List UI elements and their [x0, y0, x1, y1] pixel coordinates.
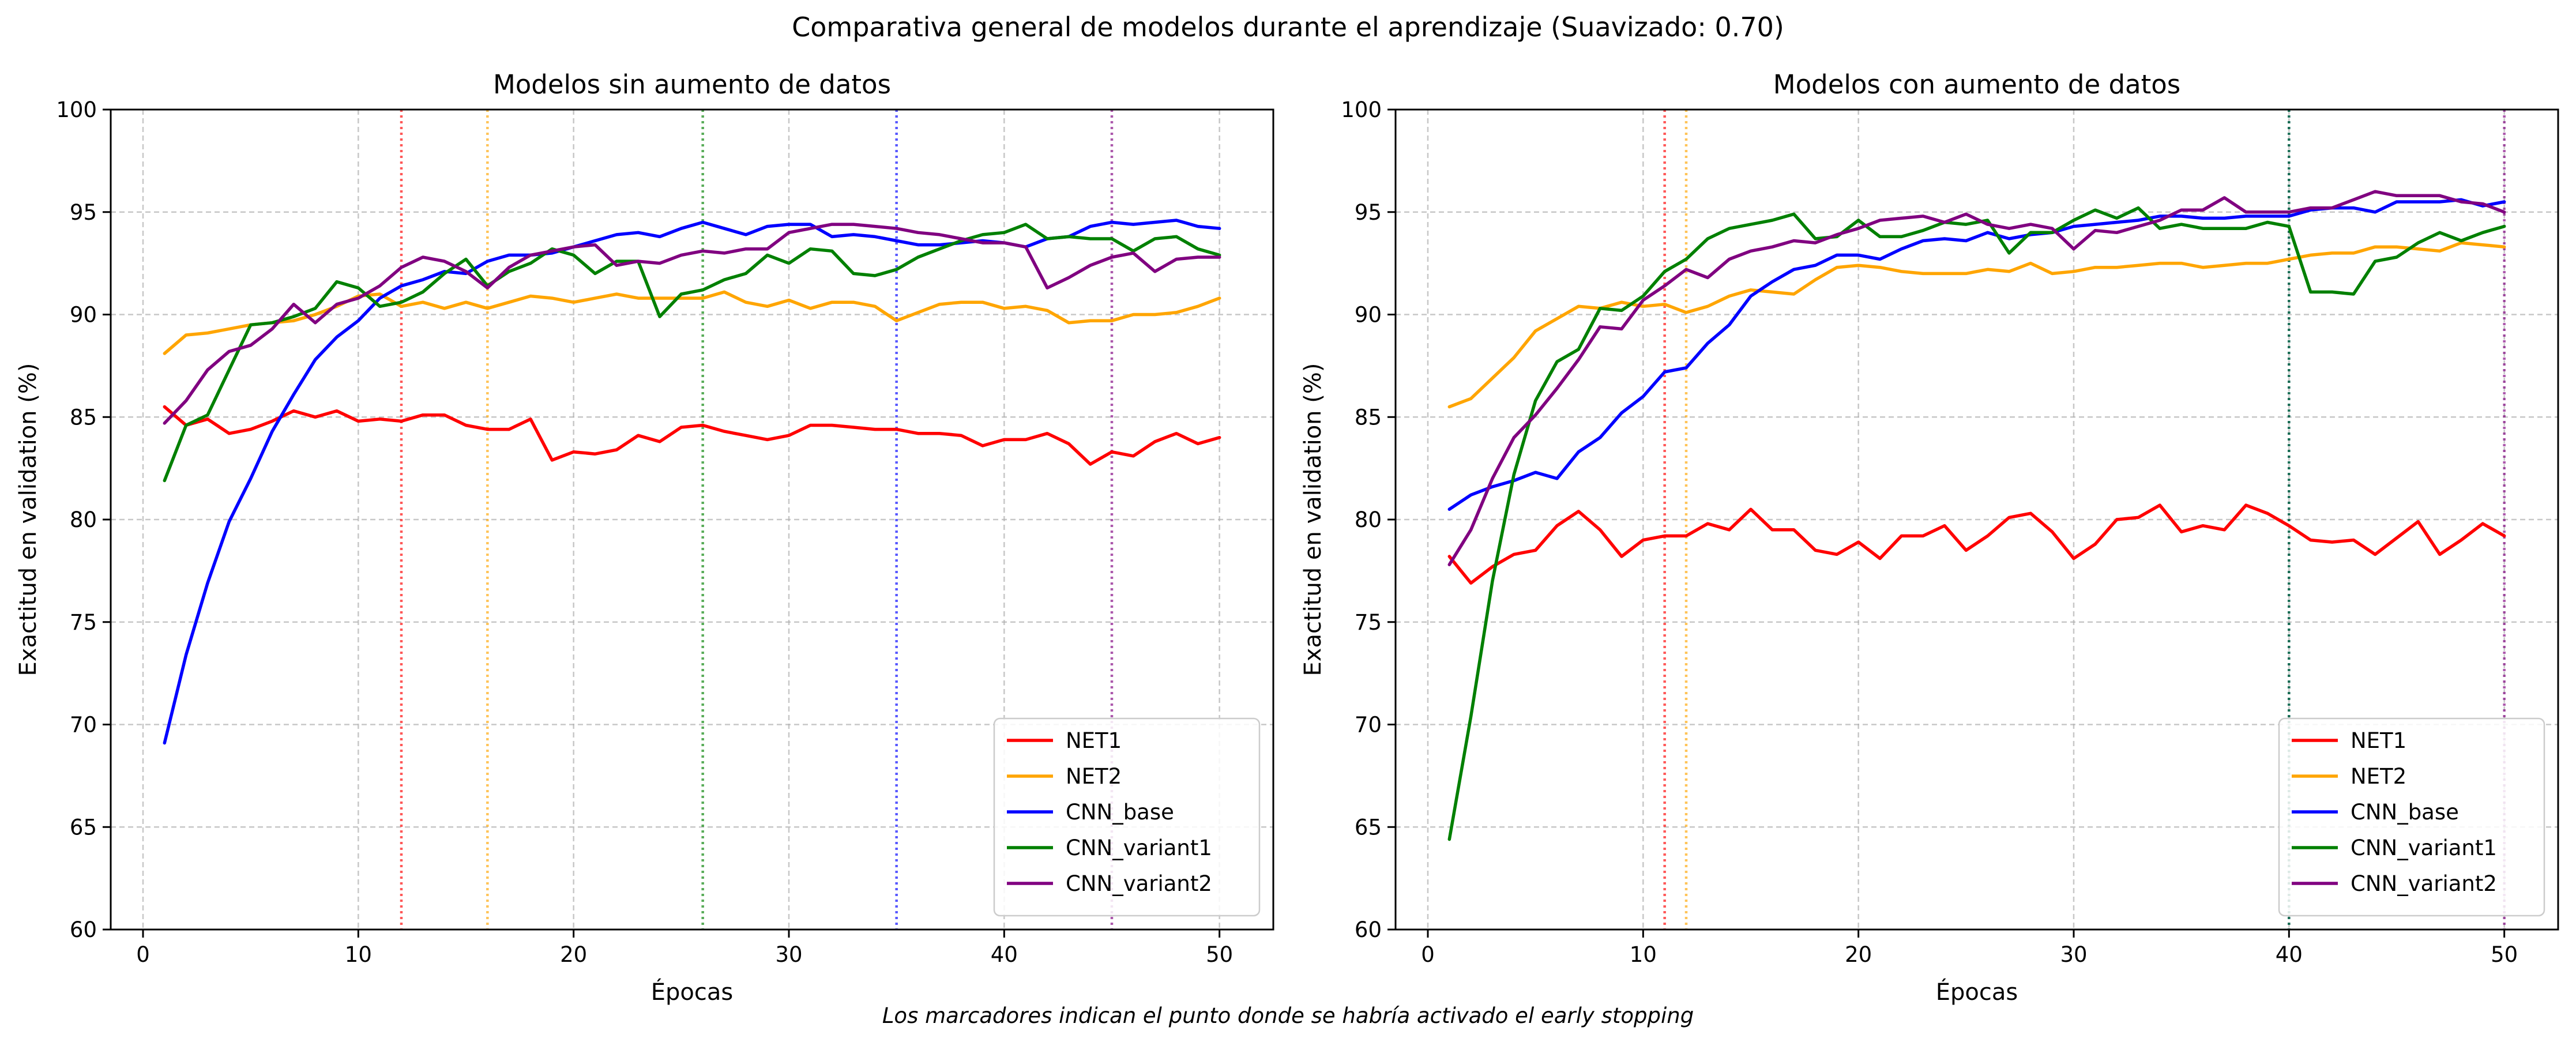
y-tick-label: 75: [70, 610, 97, 635]
series-line-NET1: [1447, 503, 2506, 585]
y-tick-label: 100: [56, 97, 97, 122]
figure-footnote: Los marcadores indican el punto donde se…: [882, 1003, 1694, 1028]
x-tick-label: 40: [2276, 942, 2303, 967]
y-tick-label: 100: [1341, 97, 1382, 122]
series-line-CNN_base: [1447, 198, 2506, 511]
chart-panel-1: 0 10 20 30 40 50 60 65 70 75 80 85 90 95 100 Modelos si…: [15, 69, 1274, 1006]
x-tick-label: 50: [1206, 942, 1233, 967]
series-line-NET1: [163, 405, 1221, 466]
y-tick-label: 85: [70, 405, 97, 430]
legend-label-CNN_base: CNN_base: [1066, 800, 1174, 825]
x-tick-label: 40: [991, 942, 1018, 967]
y-tick-label: 70: [70, 713, 97, 738]
x-tick-label: 10: [1630, 942, 1657, 967]
y-tick-label: 95: [1355, 200, 1382, 225]
figure-suptitle: Comparativa general de modelos durante e…: [792, 12, 1784, 43]
legend-label-NET2: NET2: [1066, 764, 1122, 789]
y-tick-label: 60: [1355, 917, 1382, 942]
series-line-NET2: [1447, 241, 2506, 409]
legend: NET1 NET2 CNN_base CNN_variant1 CNN_variant2: [2278, 717, 2545, 917]
y-tick-label: 90: [1355, 303, 1382, 328]
legend-label-CNN_variant1: CNN_variant1: [2351, 836, 2497, 860]
y-tick-label: 70: [1355, 713, 1382, 738]
y-tick-label: 95: [70, 200, 97, 225]
legend: NET1 NET2 CNN_base CNN_variant1 CNN_variant2: [993, 717, 1261, 917]
chart-title: Modelos con aumento de datos: [1773, 69, 2180, 100]
x-tick-label: 0: [136, 942, 150, 967]
x-tick-label: 0: [1421, 942, 1435, 967]
legend-label-CNN_variant1: CNN_variant1: [1066, 836, 1212, 860]
y-tick-label: 80: [70, 507, 97, 532]
y-tick-label: 85: [1355, 405, 1382, 430]
x-tick-label: 30: [775, 942, 802, 967]
y-tick-label: 65: [70, 815, 97, 840]
legend-label-CNN_variant2: CNN_variant2: [1066, 871, 1212, 896]
y-tick-label: 65: [1355, 815, 1382, 840]
y-tick-label: 75: [1355, 610, 1382, 635]
y-axis-label: Exactitud en validation (%): [1300, 363, 1326, 676]
legend-label-CNN_base: CNN_base: [2351, 800, 2459, 825]
series-line-CNN_variant1: [163, 223, 1221, 483]
chart-panel-2: 0 10 20 30 40 50 60 65 70 75 80 85 90 95 100 Modelos co…: [1300, 69, 2559, 1006]
y-tick-label: 90: [70, 303, 97, 328]
y-tick-label: 80: [1355, 507, 1382, 532]
y-tick-label: 60: [70, 917, 97, 942]
legend-box: [993, 717, 1261, 917]
x-axis-label: Épocas: [651, 978, 733, 1006]
x-axis-label: Épocas: [1936, 978, 2018, 1006]
legend-label-NET1: NET1: [1066, 728, 1122, 753]
legend-label-NET1: NET1: [2351, 728, 2406, 753]
x-tick-label: 50: [2491, 942, 2518, 967]
series-line-CNN_base: [163, 219, 1221, 745]
x-tick-label: 30: [2060, 942, 2087, 967]
series-line-CNN_variant1: [1447, 206, 2506, 841]
x-tick-label: 20: [1845, 942, 1872, 967]
chart-title: Modelos sin aumento de datos: [493, 69, 891, 100]
series-line-CNN_variant2: [1447, 190, 2506, 566]
y-axis-label: Exactitud en validation (%): [15, 363, 42, 676]
legend-label-NET2: NET2: [2351, 764, 2406, 789]
legend-label-CNN_variant2: CNN_variant2: [2351, 871, 2497, 896]
x-tick-label: 10: [345, 942, 372, 967]
x-tick-label: 20: [560, 942, 587, 967]
series-line-CNN_variant2: [163, 223, 1221, 425]
legend-box: [2278, 717, 2545, 917]
